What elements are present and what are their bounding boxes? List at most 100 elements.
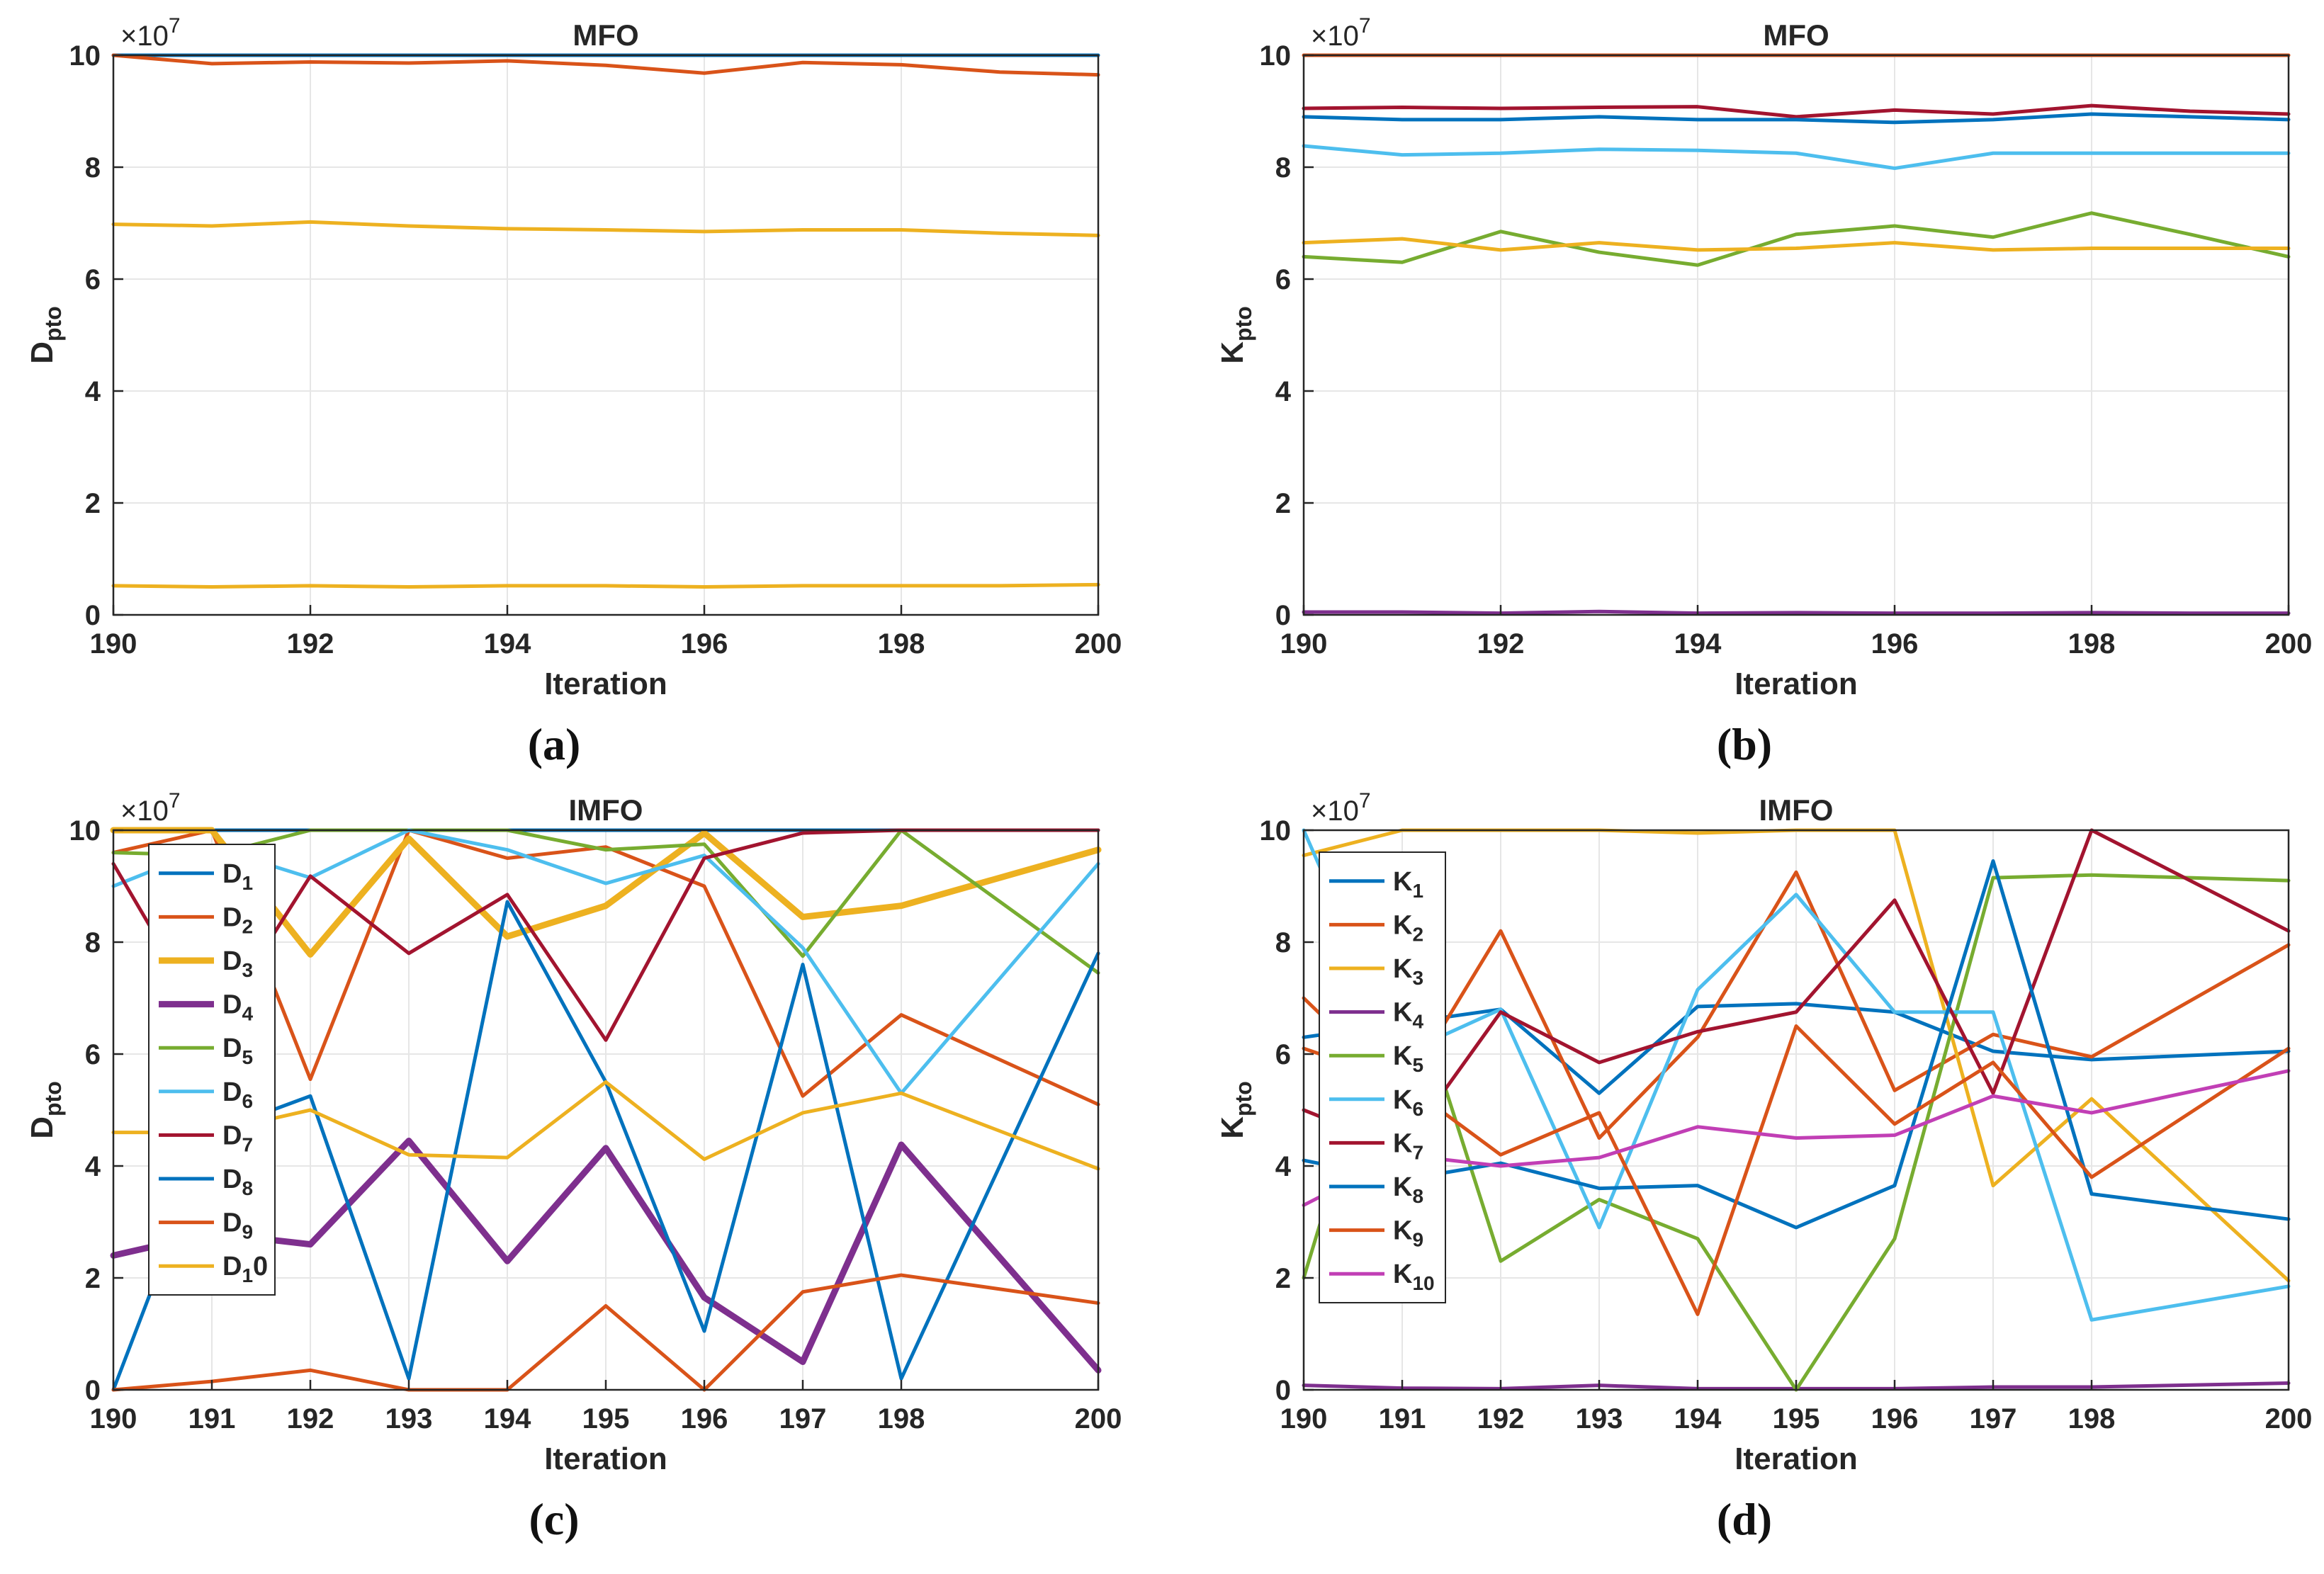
x-tick-label: 198 bbox=[878, 1403, 925, 1434]
legend-label-sub: 2 bbox=[242, 915, 253, 937]
x-axis-label: Iteration bbox=[544, 1442, 667, 1476]
y-tick-label: 4 bbox=[85, 1151, 101, 1182]
x-tick-label: 194 bbox=[1674, 1403, 1722, 1434]
legend-label: K3 bbox=[1393, 954, 1423, 989]
x-tick-label: 194 bbox=[484, 628, 531, 659]
legend-label-main: K bbox=[1393, 1085, 1413, 1115]
y-tick-label: 8 bbox=[85, 152, 101, 183]
series-line-d2 bbox=[111, 53, 1100, 77]
legend-label-main: D bbox=[222, 1034, 242, 1063]
x-tick-label: 194 bbox=[484, 1403, 531, 1434]
exponent-label: ×107 bbox=[120, 14, 181, 52]
legend-label: D1 bbox=[222, 859, 253, 894]
axes-box bbox=[112, 54, 1100, 616]
x-tick-label: 191 bbox=[188, 1403, 236, 1434]
legend-label-sub: 1 bbox=[242, 1264, 253, 1286]
legend-label: D6 bbox=[222, 1077, 253, 1112]
legend-label-sub: 9 bbox=[1412, 1229, 1423, 1251]
legend-label-sub: 7 bbox=[1412, 1141, 1423, 1163]
axes-box bbox=[1302, 54, 2290, 616]
x-tick-label: 192 bbox=[287, 1403, 334, 1434]
legend-label-main: K bbox=[1393, 1216, 1413, 1246]
y-tick-label: 6 bbox=[85, 264, 101, 295]
legend-label: D3 bbox=[222, 946, 253, 981]
legend-label-main: D bbox=[222, 1208, 242, 1238]
chart-title: MFO bbox=[1763, 18, 1829, 52]
legend-label-sub: 1 bbox=[1412, 880, 1423, 902]
panel-caption: (b) bbox=[1717, 719, 1772, 769]
series-line-d10 bbox=[111, 582, 1100, 589]
legend-label-main: K bbox=[1393, 954, 1413, 984]
legend-label: D10 bbox=[222, 1252, 268, 1286]
y-tick-label: 2 bbox=[1275, 1263, 1291, 1294]
legend-label-main: D bbox=[222, 990, 242, 1020]
y-tick-label: 8 bbox=[1275, 927, 1291, 958]
legend-label-sub: 3 bbox=[1412, 967, 1423, 989]
y-axis-label: Kpto bbox=[1215, 1081, 1256, 1139]
legend-label: K8 bbox=[1393, 1172, 1423, 1207]
series-line-k7 bbox=[1302, 103, 2291, 119]
exponent-power: 7 bbox=[169, 14, 181, 38]
series-line-k6 bbox=[1302, 144, 2291, 171]
legend-label-sub: 7 bbox=[242, 1133, 253, 1155]
chart-panel-4: 190 191 192 193 194 195 196 197 198 2000246810×10… bbox=[1215, 789, 2312, 1544]
panel-caption: (a) bbox=[528, 719, 581, 769]
legend-label: K7 bbox=[1393, 1128, 1423, 1163]
y-tick-label: 2 bbox=[1275, 488, 1291, 519]
x-tick-label: 192 bbox=[1477, 628, 1525, 659]
legend-label-main: K bbox=[1393, 998, 1413, 1028]
series-line-k5 bbox=[1302, 211, 2291, 267]
chart-panel-2: 190 192 194 196 198 200 0 2 4 6 8 10 ×107 MFO Iteratio… bbox=[1215, 14, 2312, 769]
x-tick-label: 190 bbox=[90, 1403, 137, 1434]
x-axis-label: Iteration bbox=[544, 667, 667, 701]
y-tick-label: 0 bbox=[85, 600, 101, 631]
legend-label-sub: 8 bbox=[1412, 1185, 1423, 1207]
series-line-k5 bbox=[1302, 873, 2291, 1392]
y-axis-label-sub: pto bbox=[1231, 1081, 1256, 1116]
legend-label-main: D bbox=[222, 1165, 242, 1194]
y-tick-label: 10 bbox=[1260, 40, 1292, 72]
x-tick-label: 200 bbox=[2265, 628, 2313, 659]
y-tick-label: 0 bbox=[1275, 1375, 1291, 1406]
legend-label-main: K bbox=[1393, 1128, 1413, 1158]
legend-label: D9 bbox=[222, 1208, 253, 1243]
x-tick-label: 193 bbox=[1576, 1403, 1623, 1434]
x-tick-label: 198 bbox=[878, 628, 925, 659]
x-tick-label: 193 bbox=[385, 1403, 433, 1434]
exponent-label: ×107 bbox=[120, 789, 181, 827]
exponent-base: ×10 bbox=[120, 796, 169, 827]
x-tick-label: 200 bbox=[2265, 1403, 2313, 1434]
y-axis-label: Dpto bbox=[25, 1081, 66, 1139]
y-tick-label: 8 bbox=[85, 927, 101, 958]
legend-label-sub: 8 bbox=[242, 1177, 253, 1199]
legend-label-sub: 4 bbox=[1412, 1011, 1423, 1033]
legend-label-sub: 3 bbox=[242, 959, 253, 981]
legend-label: K5 bbox=[1393, 1041, 1423, 1076]
x-tick-label: 197 bbox=[1970, 1403, 2017, 1434]
chart-title: IMFO bbox=[1759, 793, 1834, 827]
y-axis-label-sub: pto bbox=[40, 306, 66, 341]
x-tick-label: 190 bbox=[1280, 1403, 1328, 1434]
series-line-k9 bbox=[1302, 1024, 2291, 1316]
series-line-d9 bbox=[111, 1273, 1100, 1392]
exponent-power: 7 bbox=[1359, 789, 1371, 813]
legend-label: D2 bbox=[222, 902, 253, 937]
exponent-power: 7 bbox=[169, 789, 181, 813]
legend-label: D5 bbox=[222, 1034, 253, 1068]
legend-label: K6 bbox=[1393, 1085, 1423, 1120]
y-axis-label-sub: pto bbox=[1231, 306, 1256, 341]
x-tick-label: 195 bbox=[582, 1403, 630, 1434]
series-group bbox=[1302, 828, 2291, 1392]
exponent-power: 7 bbox=[1359, 14, 1371, 38]
x-tick-label: 191 bbox=[1379, 1403, 1426, 1434]
x-tick-label: 200 bbox=[1075, 1403, 1122, 1434]
x-tick-label: 192 bbox=[1477, 1403, 1525, 1434]
panel-caption: (c) bbox=[529, 1494, 579, 1544]
plot-area bbox=[1304, 55, 2289, 615]
x-tick-label: 194 bbox=[1674, 628, 1722, 659]
x-tick-label: 197 bbox=[779, 1403, 827, 1434]
series-line-k4 bbox=[1302, 609, 2291, 616]
y-tick-label: 6 bbox=[1275, 264, 1291, 295]
legend-label-main: K bbox=[1393, 910, 1413, 940]
